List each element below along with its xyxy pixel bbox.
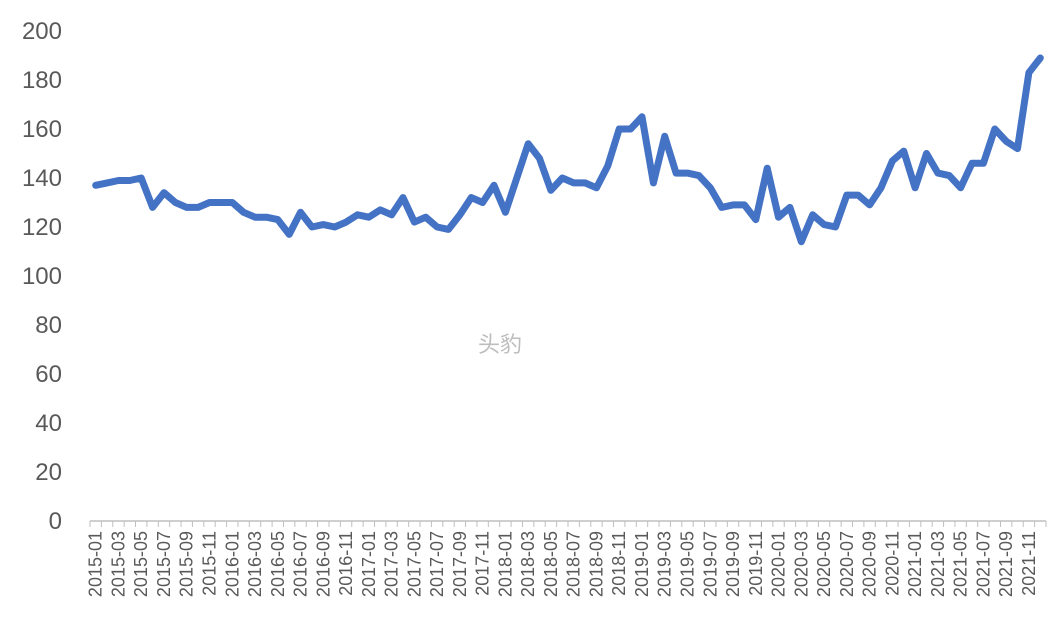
y-tick-label: 100: [22, 263, 62, 290]
x-tick-label: 2019-05: [678, 531, 698, 597]
x-tick-label: 2019-09: [723, 531, 743, 597]
x-tick-label: 2016-11: [336, 531, 356, 596]
y-tick-label: 160: [22, 116, 62, 143]
x-tick-label: 2017-01: [359, 531, 379, 597]
x-tick-label: 2021-11: [1019, 531, 1039, 596]
x-tick-label: 2015-11: [200, 531, 220, 596]
x-tick-label: 2021-01: [905, 531, 925, 597]
x-tick-label: 2018-07: [564, 531, 584, 597]
x-tick-label: 2019-11: [746, 531, 766, 596]
x-tick-label: 2020-11: [882, 531, 902, 596]
x-tick-label: 2016-03: [245, 531, 265, 597]
x-tick-label: 2018-09: [586, 531, 606, 597]
y-tick-label: 140: [22, 165, 62, 192]
x-tick-label: 2020-07: [837, 531, 857, 597]
x-tick-label: 2016-09: [313, 531, 333, 597]
series-line: [92, 54, 1044, 246]
x-tick-label: 2015-05: [131, 531, 151, 597]
x-axis-tick-labels: 2015-01 2015-03 2015-05 2015-07 2015-09 2015-…: [86, 531, 1039, 597]
x-tick-label: 2016-01: [222, 531, 242, 597]
x-tick-label: 2020-05: [814, 531, 834, 597]
x-tick-label: 2020-09: [860, 531, 880, 597]
x-tick-label: 2016-07: [291, 531, 311, 597]
y-axis-ticks: 0 20 40 60 80 100 120 140 160 180 200: [22, 18, 62, 535]
watermark: 头豹: [478, 333, 522, 358]
x-tick-label: 2015-09: [177, 531, 197, 597]
x-tick-label: 2018-11: [609, 531, 629, 596]
y-tick-label: 20: [35, 459, 62, 486]
x-tick-label: 2017-03: [382, 531, 402, 597]
y-tick-label: 0: [49, 508, 62, 535]
x-axis-tick-marks: [89, 521, 1047, 527]
x-tick-label: 2019-03: [655, 531, 675, 597]
y-tick-label: 200: [22, 18, 62, 45]
x-tick-label: 2021-05: [951, 531, 971, 597]
x-tick-label: 2017-09: [450, 531, 470, 597]
x-tick-label: 2018-01: [495, 531, 515, 597]
x-tick-label: 2019-01: [632, 531, 652, 597]
y-tick-label: 180: [22, 67, 62, 94]
x-tick-label: 2017-07: [427, 531, 447, 597]
x-tick-label: 2020-03: [791, 531, 811, 597]
x-tick-label: 2015-01: [86, 531, 106, 597]
x-tick-label: 2015-07: [154, 531, 174, 597]
x-tick-label: 2021-07: [973, 531, 993, 597]
x-tick-label: 2021-09: [996, 531, 1016, 597]
x-tick-label: 2017-05: [404, 531, 424, 597]
x-tick-label: 2018-05: [541, 531, 561, 597]
x-tick-label: 2020-01: [769, 531, 789, 597]
x-tick-label: 2016-05: [268, 531, 288, 597]
y-tick-label: 120: [22, 214, 62, 241]
x-tick-label: 2015-03: [108, 531, 128, 597]
y-tick-label: 60: [35, 361, 62, 388]
x-tick-label: 2017-11: [473, 531, 493, 596]
y-tick-label: 80: [35, 312, 62, 339]
y-tick-label: 40: [35, 410, 62, 437]
x-tick-label: 2019-07: [700, 531, 720, 597]
x-tick-label: 2018-03: [518, 531, 538, 597]
x-tick-label: 2021-03: [928, 531, 948, 597]
